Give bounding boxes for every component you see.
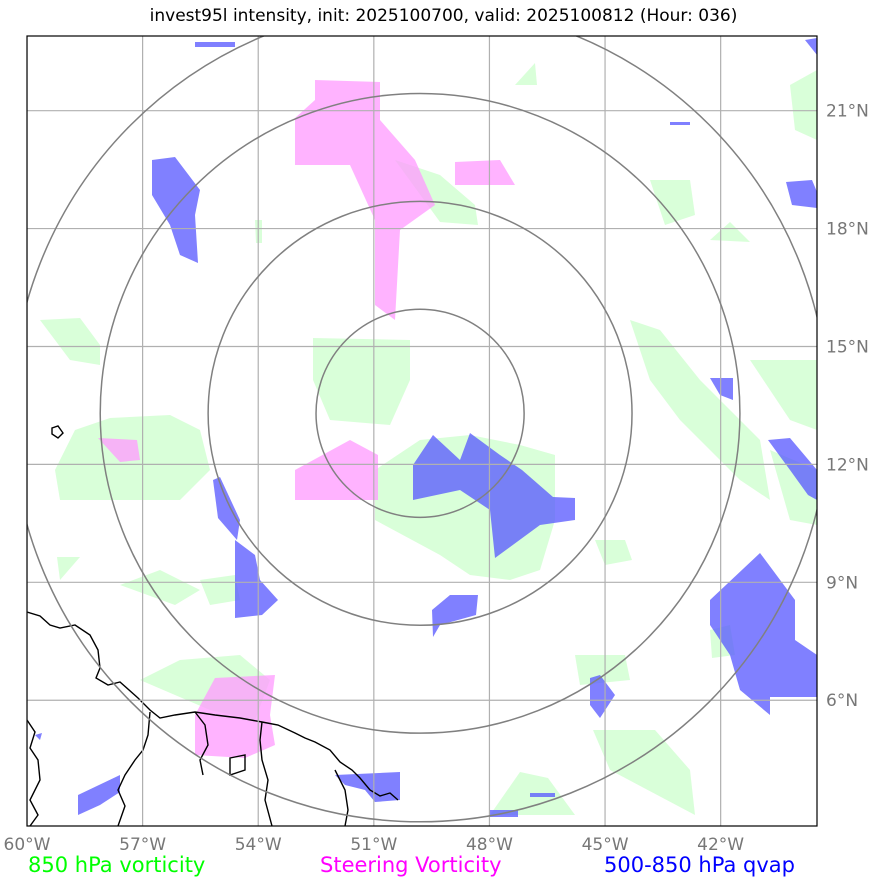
- lon-tick-label: 54°W: [235, 835, 282, 855]
- lat-tick-label: 12°N: [826, 455, 869, 475]
- lon-tick-label: 60°W: [4, 835, 51, 855]
- blue-blob: [195, 42, 235, 47]
- blue-blob: [152, 157, 200, 263]
- blue-blob: [805, 38, 817, 55]
- island: [229, 754, 246, 776]
- guyana-border: [27, 719, 41, 826]
- green-blob: [120, 570, 200, 605]
- legend-steering-vorticity: Steering Vorticity: [320, 853, 502, 877]
- blue-blob: [768, 438, 817, 500]
- coastline: [27, 425, 399, 826]
- green-blob: [750, 360, 817, 430]
- pink-blob: [295, 80, 435, 320]
- green-blob: [200, 575, 240, 605]
- blue-blob: [530, 793, 555, 797]
- lon-tick-label: 45°W: [582, 835, 629, 855]
- green-blob: [595, 540, 632, 565]
- pink-blob: [455, 160, 515, 185]
- lat-tick-label: 15°N: [826, 337, 869, 357]
- lat-tick-label: 21°N: [826, 102, 869, 122]
- blue-blob: [213, 477, 240, 540]
- french-guiana-border: [259, 721, 273, 826]
- lat-tick-label: 18°N: [826, 220, 869, 240]
- latitude-labels: 6°N 9°N 12°N 15°N 18°N 21°N: [826, 102, 869, 712]
- island: [51, 425, 64, 439]
- pink-blob: [295, 440, 378, 500]
- lon-tick-label: 57°W: [119, 835, 166, 855]
- lon-tick-label: 42°W: [697, 835, 744, 855]
- blue-blob: [590, 675, 615, 718]
- green-blob: [40, 318, 100, 365]
- lat-tick-label: 6°N: [826, 691, 858, 711]
- range-ring: [99, 92, 741, 734]
- graticule: [27, 36, 817, 826]
- map-frame: [26, 35, 818, 827]
- lon-tick-label: 51°W: [350, 835, 397, 855]
- range-rings: [27, 36, 817, 823]
- blue-blob: [432, 595, 478, 637]
- longitude-labels: 60°W 57°W 54°W 51°W 48°W 45°W 42°W: [4, 835, 745, 855]
- brazil-coast-border: [334, 769, 349, 826]
- green-blob: [790, 70, 817, 140]
- legend-850-vorticity: 850 hPa vorticity: [28, 853, 206, 877]
- lat-tick-label: 9°N: [826, 573, 858, 593]
- blue-blob: [35, 733, 42, 740]
- lon-tick-label: 48°W: [466, 835, 513, 855]
- green-blob: [650, 180, 695, 225]
- green-blob: [710, 222, 750, 242]
- green-blob: [57, 557, 80, 580]
- pink-blob: [195, 675, 275, 758]
- blue-blob: [670, 122, 690, 125]
- blue-blob: [786, 180, 817, 208]
- green-blob: [575, 655, 630, 685]
- green-blob: [515, 63, 537, 85]
- steering-vorticity-layer: [98, 80, 515, 758]
- blue-blob: [78, 775, 120, 815]
- green-blob: [593, 730, 695, 815]
- pink-blob: [98, 438, 140, 462]
- blue-blob: [235, 540, 278, 618]
- range-ring: [27, 36, 817, 823]
- range-ring: [207, 200, 633, 627]
- green-blob: [313, 338, 410, 425]
- blue-blob: [710, 378, 733, 400]
- suriname-border: [117, 711, 151, 826]
- green-blob: [630, 320, 770, 500]
- inner-border: [194, 711, 209, 776]
- map-title: invest95l intensity, init: 2025100700, v…: [149, 6, 738, 26]
- range-ring: [315, 308, 525, 519]
- legend-qvap: 500-850 hPa qvap: [604, 853, 795, 877]
